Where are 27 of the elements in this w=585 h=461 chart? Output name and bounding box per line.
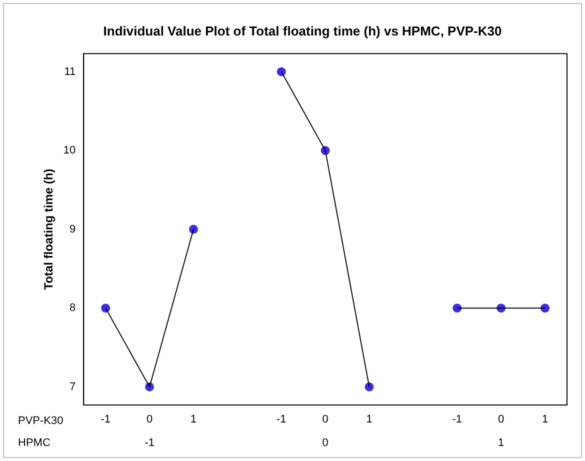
x-tick-label: -1 [276,414,286,426]
x-tick-label: -1 [100,414,110,426]
text: 0 [322,437,328,450]
text: 1 [498,437,504,450]
x-tick-label: 1 [542,414,548,426]
x-tick-label: 0 [146,414,153,426]
x-tick-label: -1 [452,414,462,426]
y-tick-label: 9 [70,223,76,236]
point [540,304,550,313]
x-tick-label: 1 [366,414,372,426]
x-tick-label: 0 [498,414,504,426]
chart-title: Individual Value Plot of Total floating time (h) vs HPMC, PVP-K30 [103,23,502,38]
x-tick-label: 0 [322,414,328,426]
x-tick-label: 1 [190,414,197,426]
y-tick-label: 8 [70,302,76,314]
text: -1 [144,437,154,450]
y-tick-label: 11 [64,66,76,78]
text: PVP-K30 [18,415,64,428]
point [188,224,198,234]
y-tick-label: 10 [63,144,76,157]
point [364,382,374,392]
point [276,67,286,76]
point [452,304,462,313]
y-tick-label: 7 [70,380,76,393]
text: HPMC [18,437,50,450]
y-axis-title: Total floating time (h) [42,168,56,290]
point [101,304,110,313]
